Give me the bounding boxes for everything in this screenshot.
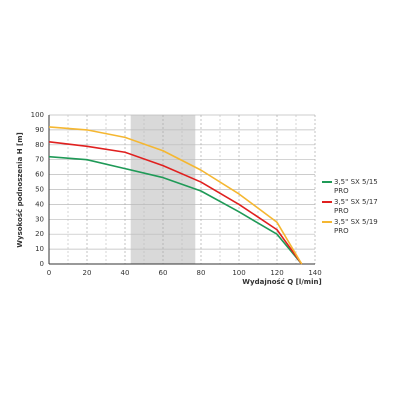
legend-label: 3,5" SX 5/17 PRO	[334, 198, 378, 215]
legend-label: 3,5" SX 5/19 PRO	[334, 218, 378, 235]
y-tick-label: 20	[35, 230, 44, 238]
y-tick-label: 70	[35, 156, 44, 164]
legend-label: 3,5" SX 5/15 PRO	[334, 178, 378, 195]
y-tick-label: 90	[35, 126, 44, 134]
y-tick-label: 100	[31, 111, 44, 119]
legend-swatch	[322, 181, 332, 183]
y-tick-label: 40	[35, 200, 44, 208]
x-tick-label: 60	[159, 269, 168, 277]
x-tick-label: 20	[83, 269, 92, 277]
x-tick-label: 120	[270, 269, 283, 277]
x-tick-label: 140	[308, 269, 321, 277]
x-tick-label: 0	[47, 269, 51, 277]
y-tick-label: 0	[40, 260, 44, 268]
y-tick-label: 30	[35, 215, 44, 223]
curve	[48, 126, 303, 265]
y-tick-label: 80	[35, 141, 44, 149]
y-axis-label: Wysokość podnoszenia H [m]	[16, 132, 24, 247]
legend-swatch	[322, 201, 332, 203]
x-tick-label: 40	[121, 269, 130, 277]
y-tick-label: 10	[35, 245, 44, 253]
x-axis-label: Wydajność Q [l/min]	[242, 278, 321, 286]
y-tick-label: 60	[35, 171, 44, 179]
x-tick-label: 100	[232, 269, 245, 277]
x-tick-label: 80	[197, 269, 206, 277]
curve	[48, 141, 303, 265]
legend-swatch	[322, 221, 332, 223]
y-tick-label: 50	[35, 186, 44, 194]
curve	[48, 155, 303, 265]
